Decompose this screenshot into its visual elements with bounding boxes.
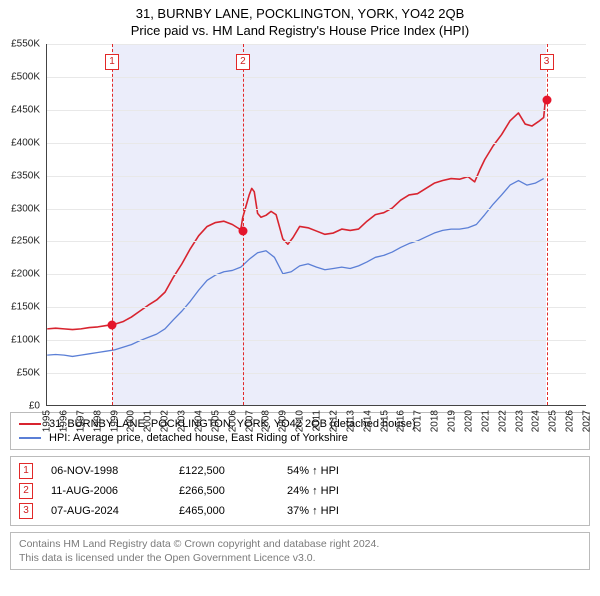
xtick-label: 2027 (582, 410, 593, 432)
xtick-label: 2012 (328, 410, 339, 432)
legend-row: HPI: Average price, detached house, East… (19, 431, 581, 445)
event-marker-box: 2 (236, 54, 250, 70)
xtick-label: 2017 (413, 410, 424, 432)
xtick-label: 2009 (278, 410, 289, 432)
xtick-label: 2013 (345, 410, 356, 432)
series-subject (47, 100, 545, 330)
xtick-label: 1996 (58, 410, 69, 432)
event-badge: 1 (19, 463, 33, 479)
titles: 31, BURNBY LANE, POCKLINGTON, YORK, YO42… (0, 6, 600, 38)
event-badge: 2 (19, 483, 33, 499)
xtick-label: 2025 (548, 410, 559, 432)
xtick-label: 2006 (227, 410, 238, 432)
footer-box: Contains HM Land Registry data © Crown c… (10, 532, 590, 570)
ygrid-line (47, 176, 586, 177)
chart-container: 31, BURNBY LANE, POCKLINGTON, YORK, YO42… (0, 6, 600, 596)
event-vline (243, 44, 244, 405)
plot-area: £0£50K£100K£150K£200K£250K£300K£350K£400… (46, 44, 586, 406)
xtick-label: 2022 (497, 410, 508, 432)
legend-swatch (19, 437, 41, 439)
ygrid-line (47, 110, 586, 111)
xtick-label: 2024 (531, 410, 542, 432)
event-diff: 24% ↑ HPI (287, 485, 339, 497)
xtick-label: 2007 (244, 410, 255, 432)
event-date: 11-AUG-2006 (51, 485, 161, 497)
ytick-label: £250K (0, 236, 40, 247)
event-dot (107, 321, 116, 330)
legend-label: HPI: Average price, detached house, East… (49, 432, 348, 444)
event-row: 1 06-NOV-1998 £122,500 54% ↑ HPI (19, 461, 581, 481)
events-box: 1 06-NOV-1998 £122,500 54% ↑ HPI 2 11-AUG-200… (10, 456, 590, 526)
event-diff: 54% ↑ HPI (287, 465, 339, 477)
ygrid-line (47, 44, 586, 45)
xtick-label: 2023 (514, 410, 525, 432)
xtick-label: 1999 (109, 410, 120, 432)
xtick-label: 1998 (92, 410, 103, 432)
xtick-label: 2014 (362, 410, 373, 432)
event-badge: 3 (19, 503, 33, 519)
event-row: 2 11-AUG-2006 £266,500 24% ↑ HPI (19, 481, 581, 501)
event-price: £122,500 (179, 465, 269, 477)
ytick-label: £200K (0, 269, 40, 280)
ytick-label: £0 (0, 401, 40, 412)
event-vline (112, 44, 113, 405)
ytick-label: £100K (0, 335, 40, 346)
xtick-label: 2003 (177, 410, 188, 432)
ytick-label: £50K (0, 368, 40, 379)
xtick-label: 2002 (160, 410, 171, 432)
ygrid-line (47, 373, 586, 374)
ytick-label: £500K (0, 71, 40, 82)
footer-line-2: This data is licensed under the Open Gov… (19, 551, 581, 565)
xtick-label: 2015 (379, 410, 390, 432)
ygrid-line (47, 209, 586, 210)
footer-line-1: Contains HM Land Registry data © Crown c… (19, 537, 581, 551)
xtick-label: 2008 (261, 410, 272, 432)
event-marker-box: 1 (105, 54, 119, 70)
title-address: 31, BURNBY LANE, POCKLINGTON, YORK, YO42… (0, 6, 600, 21)
ygrid-line (47, 143, 586, 144)
event-price: £465,000 (179, 505, 269, 517)
xtick-label: 2019 (447, 410, 458, 432)
ytick-label: £300K (0, 203, 40, 214)
event-row: 3 07-AUG-2024 £465,000 37% ↑ HPI (19, 501, 581, 521)
ygrid-line (47, 77, 586, 78)
ytick-label: £350K (0, 170, 40, 181)
xtick-label: 2000 (126, 410, 137, 432)
chart-plot: £0£50K£100K£150K£200K£250K£300K£350K£400… (46, 44, 586, 406)
xtick-label: 1997 (75, 410, 86, 432)
ytick-label: £550K (0, 39, 40, 50)
xtick-label: 1995 (42, 410, 53, 432)
event-dot (238, 226, 247, 235)
event-dot (542, 95, 551, 104)
ygrid-line (47, 241, 586, 242)
ytick-label: £150K (0, 302, 40, 313)
event-diff: 37% ↑ HPI (287, 505, 339, 517)
xtick-label: 2018 (430, 410, 441, 432)
xtick-label: 2026 (565, 410, 576, 432)
title-subtitle: Price paid vs. HM Land Registry's House … (0, 23, 600, 38)
event-price: £266,500 (179, 485, 269, 497)
xtick-label: 2005 (210, 410, 221, 432)
ygrid-line (47, 307, 586, 308)
xtick-label: 2020 (463, 410, 474, 432)
xtick-label: 2001 (143, 410, 154, 432)
series-hpi (47, 179, 543, 357)
line-svg (47, 44, 586, 405)
xtick-label: 2004 (193, 410, 204, 432)
xtick-label: 2010 (295, 410, 306, 432)
ytick-label: £400K (0, 137, 40, 148)
event-marker-box: 3 (540, 54, 554, 70)
event-date: 07-AUG-2024 (51, 505, 161, 517)
ygrid-line (47, 340, 586, 341)
xtick-label: 2016 (396, 410, 407, 432)
xtick-label: 2011 (312, 410, 323, 432)
event-date: 06-NOV-1998 (51, 465, 161, 477)
ygrid-line (47, 274, 586, 275)
xtick-label: 2021 (480, 410, 491, 432)
legend-swatch (19, 423, 41, 425)
ytick-label: £450K (0, 104, 40, 115)
